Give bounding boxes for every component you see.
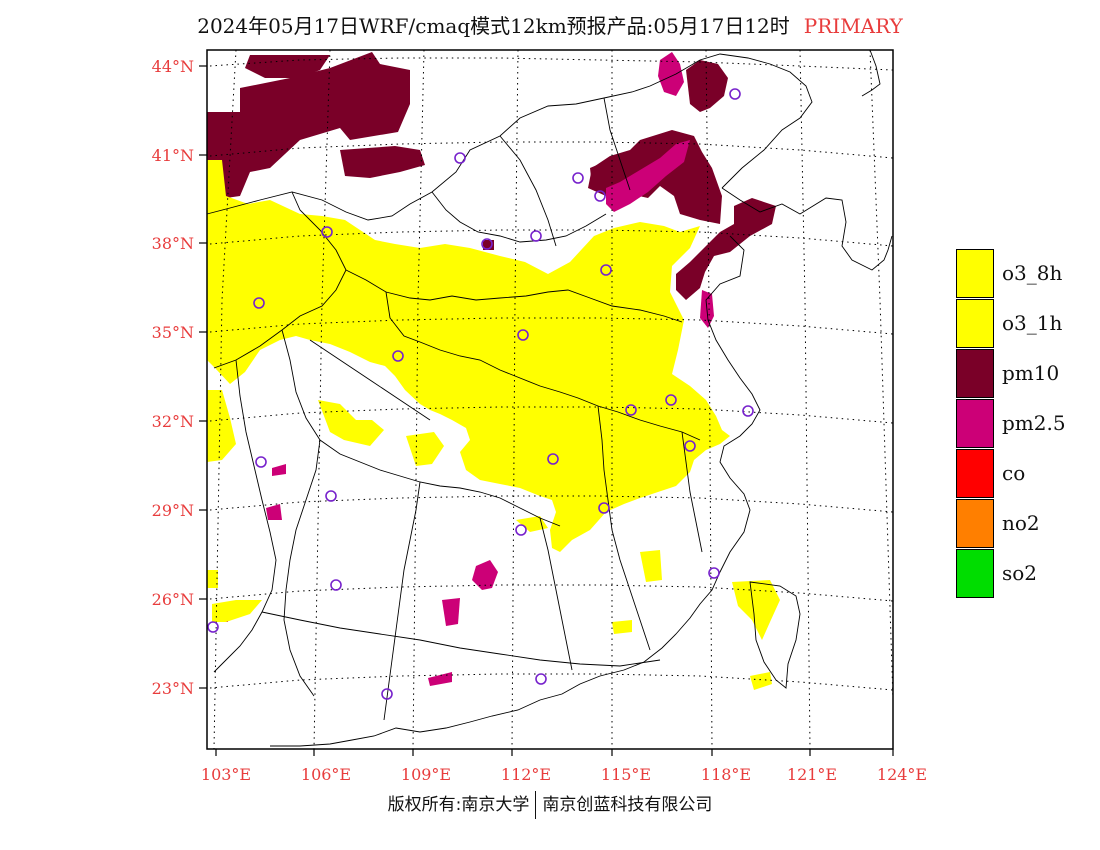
lon-label: 109°E: [401, 765, 451, 784]
legend-swatch: [956, 349, 994, 398]
lon-label: 106°E: [301, 765, 351, 784]
copyright-company: 南京创蓝科技有限公司: [542, 795, 713, 815]
station-marker: [625, 404, 637, 416]
station-marker: [330, 579, 342, 591]
legend-item-o3-8h: o3_8h: [956, 249, 1096, 299]
station-marker: [517, 329, 529, 341]
station-marker: [481, 238, 493, 250]
station-marker: [684, 440, 696, 452]
station-marker: [325, 490, 337, 502]
legend-label: pm10: [1002, 361, 1060, 385]
legend-item-no2: no2: [956, 499, 1096, 549]
station-marker: [454, 152, 466, 164]
station-marker: [530, 230, 542, 242]
station-marker: [729, 88, 741, 100]
o3-layer: [207, 160, 780, 690]
station-marker: [535, 673, 547, 685]
legend-label: o3_8h: [1002, 261, 1063, 285]
legend-item-pm25: pm2.5: [956, 399, 1096, 449]
legend-label: no2: [1002, 511, 1040, 535]
lat-label: 41°N: [152, 146, 194, 165]
lat-label: 23°N: [152, 679, 194, 698]
station-marker: [572, 172, 584, 184]
footer-separator: [535, 791, 537, 819]
station-marker: [207, 621, 219, 633]
lon-label: 115°E: [601, 765, 651, 784]
legend-item-pm10: pm10: [956, 349, 1096, 399]
station-marker: [515, 524, 527, 536]
station-marker: [253, 297, 265, 309]
station-marker: [547, 453, 559, 465]
lat-label: 44°N: [152, 57, 194, 76]
lon-label: 103°E: [201, 765, 251, 784]
legend-item-so2: so2: [956, 549, 1096, 599]
lat-label: 38°N: [152, 234, 194, 253]
axis-ticks: [199, 65, 894, 756]
station-marker: [600, 264, 612, 276]
station-marker: [321, 226, 333, 238]
station-marker: [594, 190, 606, 202]
pm10-layer: [207, 52, 776, 300]
station-marker: [255, 456, 267, 468]
title-text: 2024年05月17日WRF/cmaq模式12km预报产品:05月17日12时: [197, 14, 790, 38]
pm25-layer: [212, 52, 714, 686]
legend-swatch: [956, 499, 994, 548]
station-marker: [708, 567, 720, 579]
lat-label: 35°N: [152, 323, 194, 342]
map-title: 2024年05月17日WRF/cmaq模式12km预报产品:05月17日12时 P…: [0, 10, 1100, 39]
graticule: [209, 49, 894, 750]
legend-item-o3-1h: o3_1h: [956, 299, 1096, 349]
boundary-lines: [206, 49, 893, 747]
legend-label: co: [1002, 461, 1026, 485]
legend-label: so2: [1002, 561, 1038, 585]
station-marker: [665, 394, 677, 406]
station-marker: [381, 688, 393, 700]
lat-label: 26°N: [152, 590, 194, 609]
lon-labels: 103°E 106°E 109°E 112°E 115°E 118°E 121°…: [201, 765, 927, 784]
lon-label: 118°E: [701, 765, 751, 784]
lat-labels: 44°N 41°N 38°N 35°N 32°N 29°N 26°N 23°N: [152, 57, 194, 698]
station-marker: [742, 405, 754, 417]
legend-swatch: [956, 449, 994, 498]
station-marker: [392, 350, 404, 362]
map-frame: [206, 49, 894, 750]
lat-label: 29°N: [152, 501, 194, 520]
legend-swatch: [956, 249, 994, 298]
copyright-owner: 版权所有:南京大学: [387, 795, 530, 815]
legend-item-co: co: [956, 449, 1096, 499]
legend-label: o3_1h: [1002, 311, 1063, 335]
lat-label: 32°N: [152, 412, 194, 431]
legend-swatch: [956, 399, 994, 448]
primary-tag: PRIMARY: [803, 14, 903, 38]
lon-label: 124°E: [877, 765, 927, 784]
legend-swatch: [956, 549, 994, 598]
station-markers: [207, 88, 754, 700]
legend-label: pm2.5: [1002, 411, 1066, 435]
legend-swatch: [956, 299, 994, 348]
station-marker: [598, 502, 610, 514]
lon-label: 121°E: [787, 765, 837, 784]
lon-label: 112°E: [501, 765, 551, 784]
copyright-footer: 版权所有:南京大学 南京创蓝科技有限公司: [0, 790, 1100, 819]
